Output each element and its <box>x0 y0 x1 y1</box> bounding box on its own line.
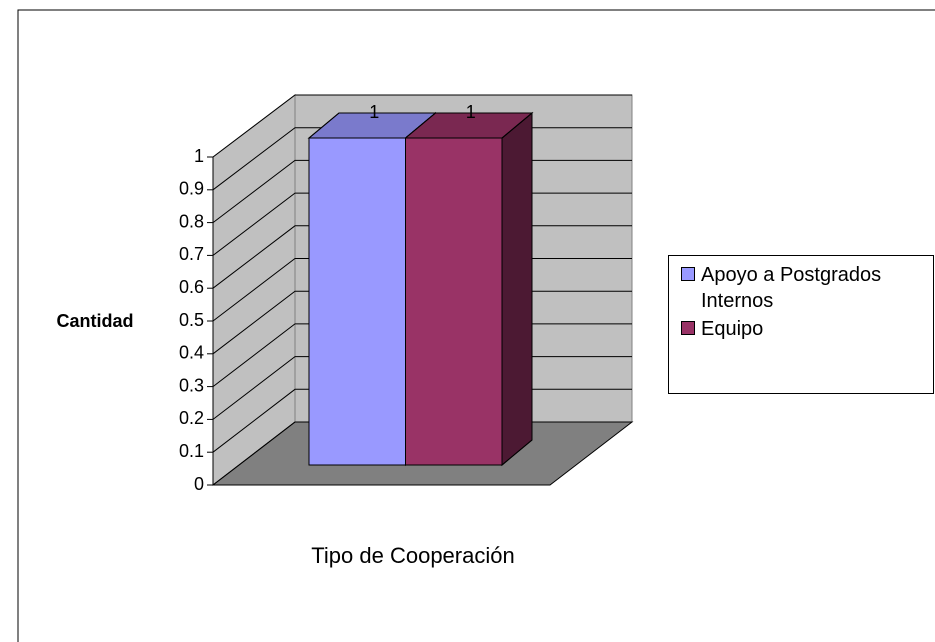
y-tick-label: 0.2 <box>179 408 204 428</box>
legend-swatch <box>681 321 695 335</box>
x-axis-label: Tipo de Cooperación <box>311 543 514 568</box>
y-tick-label: 0.6 <box>179 277 204 297</box>
value-label: 1 <box>369 102 379 122</box>
y-tick-label: 0.9 <box>179 179 204 199</box>
legend-label: Apoyo a Postgrados Internos <box>701 264 882 312</box>
value-label: 1 <box>466 102 476 122</box>
y-tick-label: 0.5 <box>179 310 204 330</box>
legend: Apoyo a Postgrados Internos Equipo <box>668 255 934 394</box>
bar-top-shade <box>404 112 534 139</box>
legend-label: Equipo <box>701 318 764 340</box>
legend-swatch <box>681 267 695 281</box>
y-tick-label: 0.4 <box>179 343 204 363</box>
grid-line <box>212 94 632 158</box>
y-tick-label: 0.8 <box>179 211 204 231</box>
y-tick-label: 0.3 <box>179 375 204 395</box>
y-tick-label: 0.7 <box>179 244 204 264</box>
y-tick-label: 1 <box>194 146 204 166</box>
legend-entry: Equipo <box>681 316 931 342</box>
bar <box>405 137 503 466</box>
y-tick-label: 0.1 <box>179 441 204 461</box>
legend-entry: Apoyo a Postgrados Internos <box>681 262 931 314</box>
bar-side-shade <box>501 111 533 467</box>
y-axis-label: Cantidad <box>56 311 133 331</box>
bar <box>308 137 406 466</box>
y-tick-label: 0 <box>194 474 204 494</box>
